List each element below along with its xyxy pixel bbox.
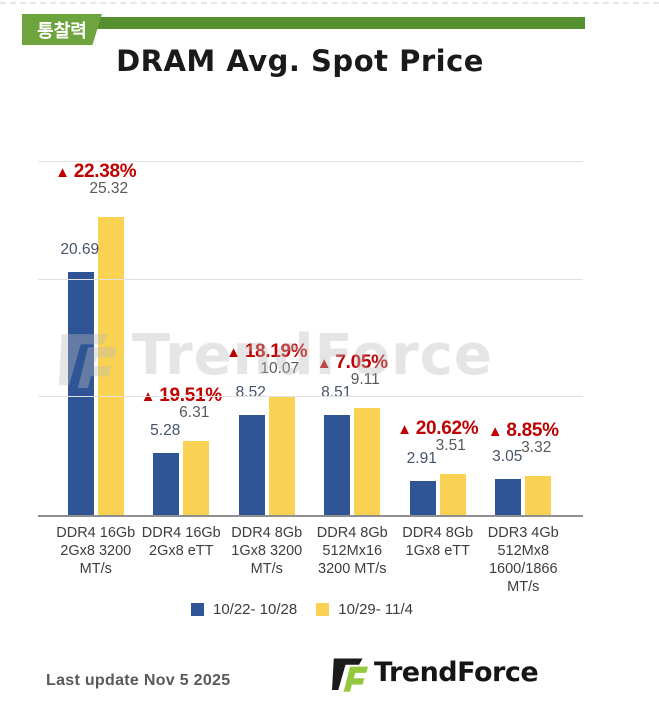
change-percent-label: ▲ 19.51% xyxy=(139,385,225,407)
legend-swatch-1 xyxy=(190,603,204,616)
value-label-week1: 8.52 xyxy=(235,383,266,401)
change-percent-label: ▲ 22.38% xyxy=(53,161,139,183)
bar-group-3: 8.52 10.07 ▲ 18.19% DDR4 8Gb 1Gx8 3200 MT/s xyxy=(224,162,310,577)
bar-week2 xyxy=(183,440,210,515)
value-label-week2: 3.51 xyxy=(435,436,466,454)
trendforce-logo-glyph xyxy=(332,658,368,692)
bar-week2 xyxy=(525,475,552,515)
bar-week1 xyxy=(238,414,265,515)
value-label-week2: 9.11 xyxy=(350,370,380,388)
insight-badge-label: 통찰력 xyxy=(37,20,87,42)
bar-week2 xyxy=(439,473,466,515)
value-label-week1: 2.91 xyxy=(406,449,437,467)
value-label-week2: 10.07 xyxy=(260,359,300,377)
triangle-up-icon: ▲ xyxy=(487,422,503,440)
triangle-up-icon: ▲ xyxy=(316,354,332,372)
legend-label-2: 10/29- 11/4 xyxy=(338,601,414,618)
trendforce-logo-text: TrendForce xyxy=(374,656,539,688)
change-percent-value: 18.19% xyxy=(244,340,308,362)
last-update-text: Last update Nov 5 2025 xyxy=(46,672,231,689)
triangle-up-icon: ▲ xyxy=(226,343,241,361)
chart-legend: 10/22- 10/28 10/29- 11/4 xyxy=(0,601,604,618)
bar-week1 xyxy=(67,271,94,515)
value-label-week1: 5.28 xyxy=(150,421,181,439)
change-percent-label: ▲ 20.62% xyxy=(395,418,481,440)
category-label: DDR4 8Gb 1Gx8 3200 MT/s xyxy=(231,525,303,577)
gridline-20 xyxy=(38,278,583,280)
bar-group-4: 8.51 9.11 ▲ 7.05% DDR4 8Gb 512Mx16 3200 MT/s xyxy=(310,162,396,577)
bar-week2 xyxy=(354,407,381,515)
bar-week1 xyxy=(153,452,180,515)
value-label-week2: 3.32 xyxy=(521,438,552,456)
change-percent-value: 7.05% xyxy=(335,351,388,373)
bar-groups: 20.69 25.32 ▲ 22.38% DDR4 16Gb 2Gx8 3200 MT/… xyxy=(53,161,567,595)
value-label-week2: 25.32 xyxy=(89,180,129,198)
category-label: DDR4 8Gb 512Mx16 3200 MT/s xyxy=(316,525,388,577)
change-percent-value: 22.38% xyxy=(73,161,137,183)
category-label: DDR3 4Gb 512Mx8 1600/1866 MT/s xyxy=(487,525,559,595)
insight-badge: 통찰력 xyxy=(22,14,102,45)
triangle-up-icon: ▲ xyxy=(397,420,412,438)
change-percent-label: ▲ 18.19% xyxy=(224,341,310,363)
value-label-week1: 20.69 xyxy=(60,240,100,258)
page-title: DRAM Avg. Spot Price xyxy=(116,44,484,78)
legend-item-2: 10/29- 11/4 xyxy=(316,601,413,618)
bar-group-6: 3.05 3.32 ▲ 8.85% DDR3 4Gb 512Mx8 1600/1866 … xyxy=(481,162,567,595)
category-label: DDR4 16Gb 2Gx8 3200 MT/s xyxy=(56,525,136,577)
change-percent-label: ▲ 7.05% xyxy=(310,352,396,374)
value-label-week1: 3.05 xyxy=(492,448,523,466)
bar-week1 xyxy=(495,479,522,515)
bar-week1 xyxy=(409,480,436,515)
value-label-week1: 8.51 xyxy=(321,383,352,401)
legend-label-1: 10/22- 10/28 xyxy=(212,601,298,618)
change-percent-value: 8.85% xyxy=(506,419,559,441)
bar-group-2: 5.28 6.31 ▲ 19.51% DDR4 16Gb 2Gx8 eTT xyxy=(139,162,225,559)
bar-week2 xyxy=(97,217,124,515)
change-percent-value: 19.51% xyxy=(159,384,222,406)
bar-chart-plot-area: 20.69 25.32 ▲ 22.38% DDR4 16Gb 2Gx8 3200 MT/… xyxy=(38,161,583,595)
bar-group-5: 2.91 3.51 ▲ 20.62% DDR4 8Gb 1Gx8 eTT xyxy=(395,162,481,559)
trendforce-logo: TrendForce xyxy=(332,652,539,692)
change-percent-label: ▲ 8.85% xyxy=(481,420,567,442)
triangle-up-icon: ▲ xyxy=(140,387,156,405)
category-label: DDR4 8Gb 1Gx8 eTT xyxy=(402,525,474,559)
header-green-bar xyxy=(30,17,585,29)
triangle-up-icon: ▲ xyxy=(55,164,70,182)
bar-group-1: 20.69 25.32 ▲ 22.38% DDR4 16Gb 2Gx8 3200 MT/… xyxy=(53,161,139,577)
top-dashed-border xyxy=(0,2,659,4)
category-label: DDR4 16Gb 2Gx8 eTT xyxy=(141,525,221,559)
value-label-week2: 6.31 xyxy=(179,403,210,421)
gridline-30 xyxy=(38,161,583,162)
bar-week1 xyxy=(324,414,351,515)
legend-swatch-2 xyxy=(316,603,330,616)
legend-item-1: 10/22- 10/28 xyxy=(190,601,298,618)
change-percent-value: 20.62% xyxy=(415,417,479,439)
bar-week2 xyxy=(268,396,295,515)
gridline-10 xyxy=(38,396,583,398)
